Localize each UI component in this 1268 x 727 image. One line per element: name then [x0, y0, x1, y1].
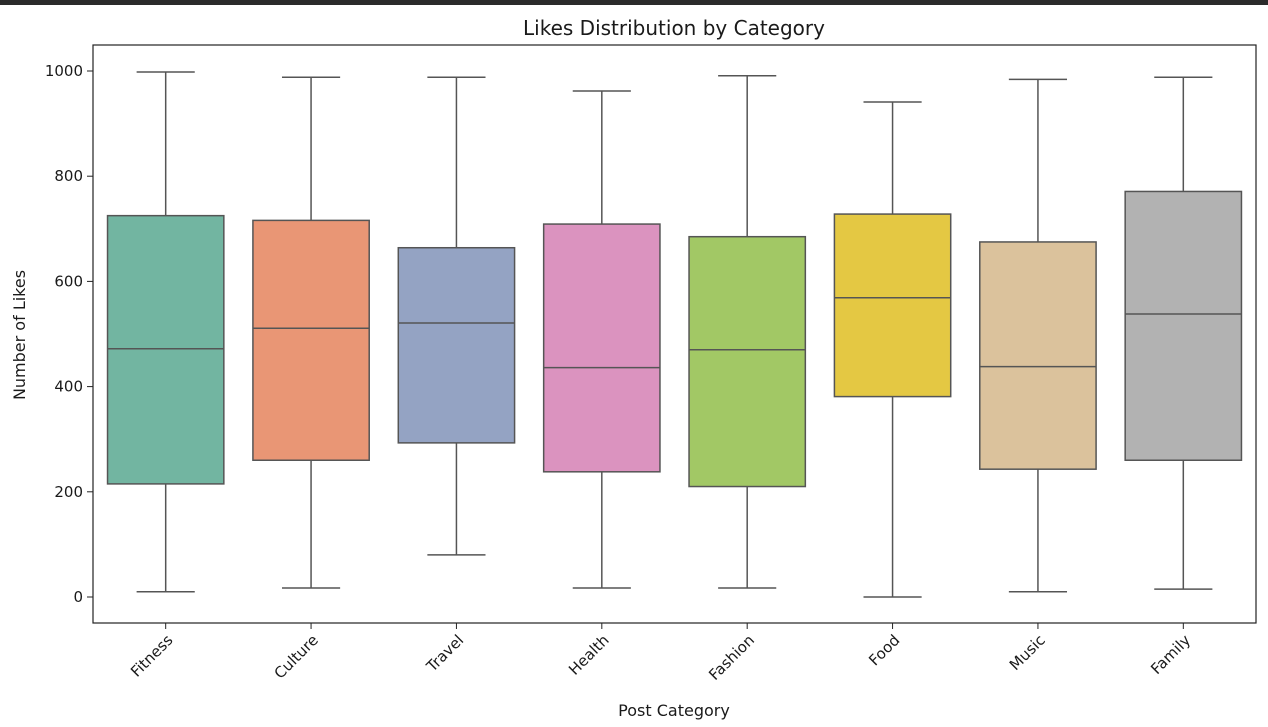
y-tick-label: 1000: [45, 62, 83, 80]
box-family: [1124, 190, 1243, 461]
x-tick-label-music: Music: [1006, 631, 1049, 674]
x-tick-label-food: Food: [865, 631, 903, 669]
x-axis-label: Post Category: [618, 701, 730, 720]
y-tick-label: 200: [54, 483, 83, 501]
box-fitness: [106, 214, 225, 485]
box-food: [833, 213, 952, 398]
box-culture: [252, 219, 370, 461]
x-tick-label-culture: Culture: [271, 631, 322, 682]
box-health: [542, 223, 661, 473]
box-music: [979, 241, 1097, 470]
y-axis-label: Number of Likes: [10, 270, 29, 400]
x-tick-label-family: Family: [1147, 631, 1194, 678]
plot-area: 0 200 400 600 800 1000 Fitness Culture Travel Hea…: [45, 62, 1243, 684]
window-top-bar: [0, 0, 1268, 5]
box-fashion: [688, 235, 807, 488]
plot-frame: [92, 44, 1257, 624]
x-tick-label-fashion: Fashion: [705, 631, 758, 684]
x-tick-label-travel: Travel: [422, 631, 467, 676]
y-tick-label: 400: [54, 378, 83, 396]
y-tick-label: 0: [73, 588, 83, 606]
y-tick-label: 800: [54, 167, 83, 185]
y-tick-label: 600: [54, 272, 83, 290]
x-tick-label-fitness: Fitness: [127, 631, 177, 681]
box-travel: [397, 246, 516, 444]
chart-title: Likes Distribution by Category: [523, 16, 825, 40]
x-tick-label-health: Health: [565, 631, 613, 679]
